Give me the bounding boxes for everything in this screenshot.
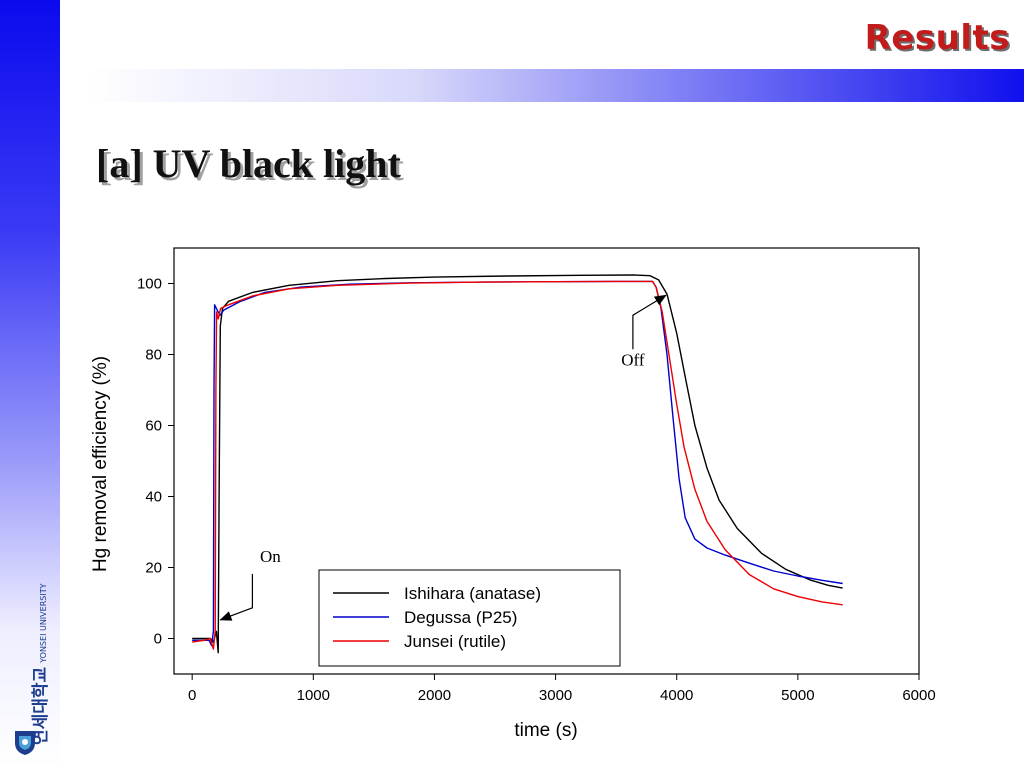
x-tick-label: 2000 — [418, 687, 451, 704]
legend-label-2: Degussa (P25) — [404, 608, 517, 627]
series-line-1 — [192, 274, 843, 654]
y-tick-label: 40 — [145, 489, 162, 506]
x-tick-label: 5000 — [781, 687, 814, 704]
annotation-on: On — [260, 547, 281, 566]
header-gradient-band — [88, 69, 1024, 102]
y-tick-label: 60 — [145, 418, 162, 435]
annotation-off: Off — [621, 350, 645, 369]
x-tick-label: 4000 — [660, 687, 693, 704]
y-tick-label: 100 — [137, 276, 162, 293]
legend-label-1: Ishihara (anatase) — [404, 584, 541, 603]
y-axis-label: Hg removal efficiency (%) — [90, 356, 111, 572]
legend-label-3: Junsei (rutile) — [404, 632, 506, 651]
series-line-3 — [192, 280, 843, 650]
university-logo: 연세대학교YONSEI UNIVERSITY — [6, 584, 51, 760]
y-tick-label: 80 — [145, 347, 162, 364]
y-tick-label: 20 — [145, 560, 162, 577]
shield-icon — [15, 731, 35, 755]
annotation-arrow-on — [219, 573, 253, 621]
y-tick-label: 0 — [154, 631, 162, 648]
x-axis-label: time (s) — [514, 720, 577, 741]
annotation-arrow-off — [632, 294, 667, 350]
x-tick-label: 1000 — [297, 687, 330, 704]
plot-frame — [173, 247, 920, 675]
slide-heading: [a] UV black light — [96, 141, 401, 186]
x-tick-label: 0 — [188, 687, 196, 704]
section-title: Results — [864, 18, 1010, 58]
legend-box — [318, 569, 621, 667]
x-tick-label: 6000 — [902, 687, 935, 704]
x-tick-label: 3000 — [539, 687, 572, 704]
left-accent-bar — [0, 0, 60, 768]
